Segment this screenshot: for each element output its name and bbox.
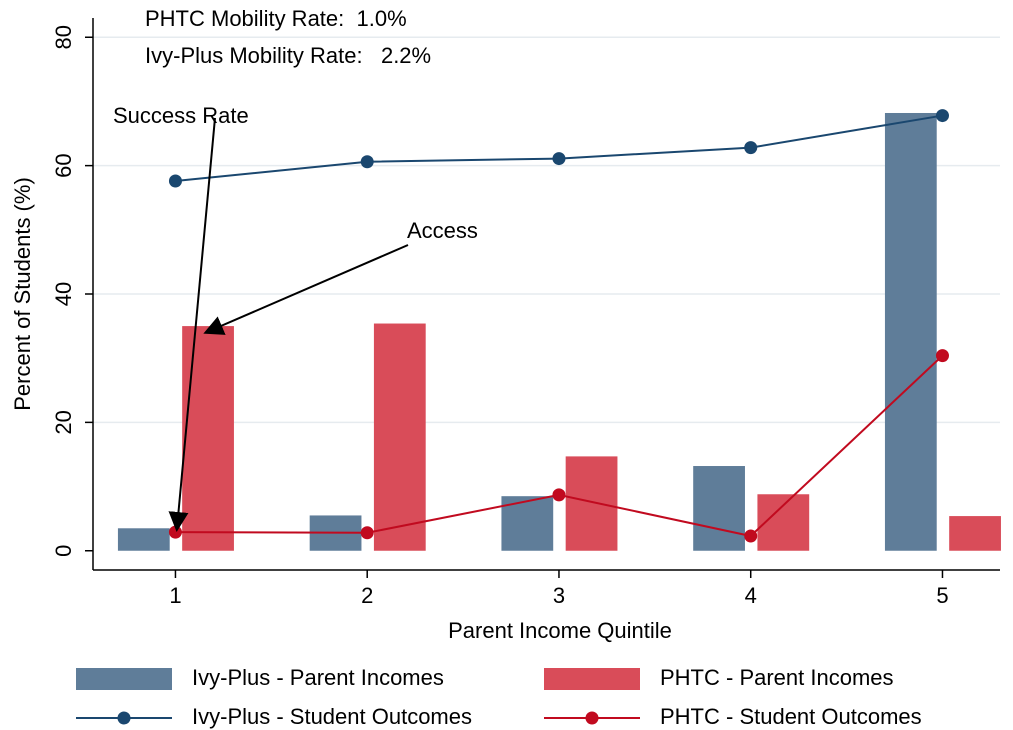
point [552,152,566,166]
y-axis-label: Percent of Students (%) [10,177,35,411]
point [552,488,566,502]
point [360,155,374,169]
annotation: PHTC Mobility Rate: 1.0% [145,6,407,31]
x-tick-label: 2 [361,583,373,608]
legend-label: Ivy-Plus - Parent Incomes [192,665,444,690]
arrow [203,244,409,335]
x-tick-label: 3 [553,583,565,608]
bar [949,516,1001,551]
point [744,141,758,155]
y-tick-label: 40 [51,282,76,306]
line [175,354,944,538]
legend-swatch [76,668,172,690]
y-tick-label: 60 [51,153,76,177]
legend-swatch [117,711,131,725]
bar [373,323,426,551]
point [744,529,758,543]
arrow [168,117,216,532]
annotation: Ivy-Plus Mobility Rate: 2.2% [145,43,431,68]
bar [693,466,745,551]
x-tick-label: 5 [936,583,948,608]
legend-label: PHTC - Parent Incomes [660,665,894,690]
y-tick-label: 80 [51,25,76,49]
legend-swatch [544,668,640,690]
legend-label: PHTC - Student Outcomes [660,704,922,729]
x-tick-label: 4 [745,583,757,608]
bar [884,112,937,551]
x-tick-label: 1 [169,583,181,608]
y-tick-label: 0 [51,545,76,557]
annotation: Access [407,218,478,243]
x-axis-label: Parent Income Quintile [448,618,672,643]
point [935,109,949,123]
point [360,526,374,540]
bar [182,326,234,551]
point [168,525,182,539]
annotation: Success Rate [113,103,249,128]
y-tick-label: 20 [51,410,76,434]
legend-swatch [585,711,599,725]
bar [117,528,170,551]
point [168,174,182,188]
point [935,349,949,363]
legend-label: Ivy-Plus - Student Outcomes [192,704,472,729]
bar [565,456,618,551]
line [175,114,943,183]
